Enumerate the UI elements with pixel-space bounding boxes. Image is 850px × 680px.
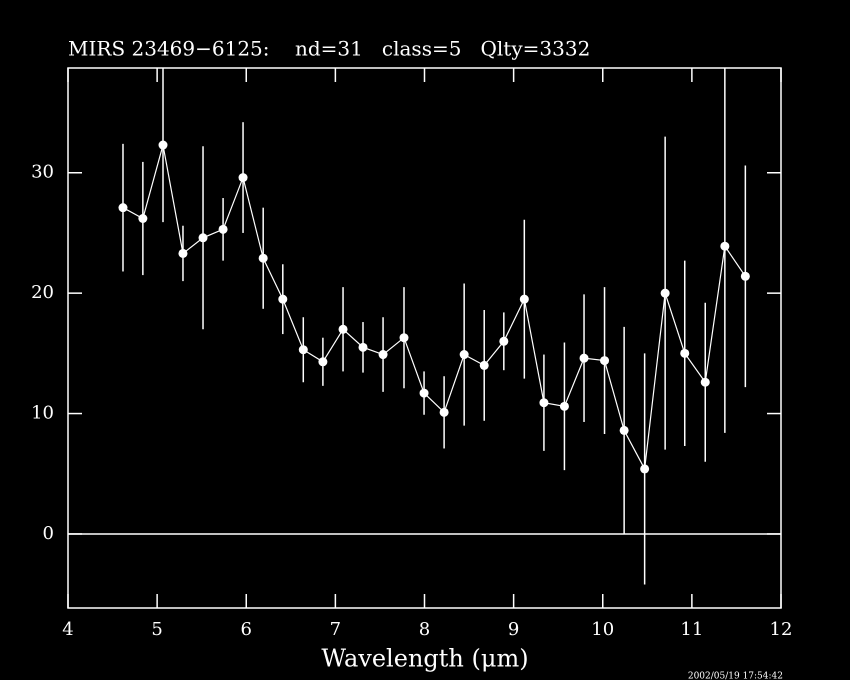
data-point (479, 360, 489, 370)
x-tick-label: 6 (241, 619, 252, 640)
x-tick-label: 11 (680, 619, 703, 640)
y-tick-label: 0 (43, 523, 54, 544)
data-point (399, 333, 409, 343)
x-tick-label: 5 (151, 619, 162, 640)
data-point (278, 294, 288, 304)
data-point (298, 345, 308, 355)
x-tick-label: 10 (591, 619, 614, 640)
data-point (338, 324, 348, 334)
data-point (378, 350, 388, 360)
data-point (740, 271, 750, 281)
data-point (358, 342, 368, 352)
data-point (539, 398, 549, 408)
x-tick-label: 4 (62, 619, 73, 640)
x-tick-label: 7 (330, 619, 341, 640)
data-point (499, 336, 509, 346)
plot-area (118, 68, 750, 585)
data-point (118, 203, 128, 213)
x-tick-label: 12 (770, 619, 793, 640)
data-point (720, 241, 730, 251)
data-point (459, 350, 469, 360)
data-point (660, 288, 670, 298)
x-axis-label: Wavelength (μm) (321, 645, 528, 673)
y-tick-label: 10 (31, 403, 54, 424)
data-point (619, 425, 629, 435)
data-point (238, 173, 248, 183)
x-tick-label: 9 (508, 619, 519, 640)
data-point (439, 407, 449, 417)
y-tick-label: 20 (31, 282, 54, 303)
data-point (600, 356, 610, 366)
data-point (700, 377, 710, 387)
data-line (122, 144, 746, 471)
data-point (138, 214, 148, 224)
y-tick-label: 30 (31, 162, 54, 183)
x-tick-label: 8 (419, 619, 430, 640)
data-point (640, 464, 650, 474)
data-point (680, 348, 690, 358)
data-point (419, 388, 429, 398)
data-point (218, 224, 228, 234)
data-point (158, 140, 168, 150)
data-point (198, 233, 208, 243)
data-point (519, 294, 529, 304)
data-point (178, 248, 188, 258)
timestamp: 2002/05/19 17:54:42 (688, 672, 783, 680)
data-point (318, 357, 328, 367)
data-point (258, 253, 268, 263)
data-point (559, 401, 569, 411)
chart-title: MIRS 23469−6125: nd=31 class=5 Qlty=3332 (68, 37, 590, 61)
data-point (579, 353, 589, 363)
